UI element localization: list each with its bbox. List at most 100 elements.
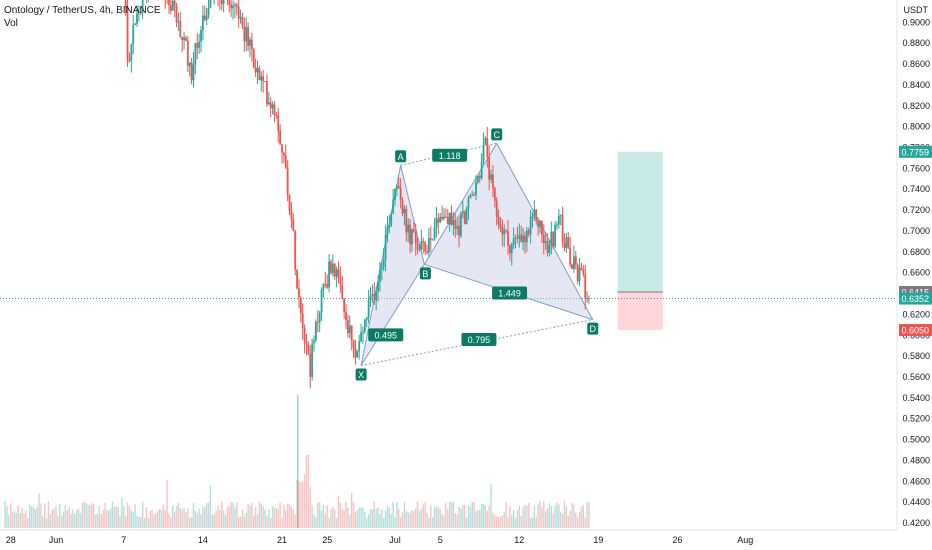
candle-body: [284, 155, 287, 168]
candle-body: [424, 242, 427, 252]
candle-body: [207, 7, 210, 16]
volume-bar: [179, 507, 181, 528]
volume-bar: [232, 502, 234, 528]
pattern-leg: [360, 165, 402, 366]
volume-bar: [518, 505, 520, 528]
candle-body: [525, 230, 528, 243]
pattern-leg: [423, 143, 498, 265]
volume-bar: [548, 503, 551, 528]
price-tick-label: 0.5400: [902, 393, 930, 403]
volume-bar: [237, 517, 240, 528]
candle-body: [390, 213, 393, 226]
volume-bar: [202, 507, 204, 528]
candle-body: [168, 0, 170, 5]
volume-bar: [318, 501, 321, 528]
time-tick-label: 28: [6, 535, 16, 545]
ratio-label-bg: [368, 328, 404, 342]
volume-bar: [394, 516, 396, 528]
candle-body: [363, 319, 366, 332]
volume-bar: [469, 507, 472, 528]
volume-bar: [230, 501, 232, 528]
candle-body: [495, 200, 498, 217]
volume-bar: [443, 515, 445, 528]
price-tick-label: 0.7000: [902, 226, 930, 236]
volume-bar: [285, 510, 287, 528]
volume-bar: [91, 502, 93, 528]
volume-bar: [25, 510, 27, 528]
candle-body: [331, 263, 334, 274]
candle-body: [552, 231, 555, 247]
candle-body: [235, 4, 238, 7]
volume-bar: [239, 516, 242, 528]
volume-bar: [228, 506, 230, 528]
pattern-point-label-text: X: [358, 370, 364, 380]
volume-bar: [580, 506, 583, 528]
volume-bar: [356, 510, 359, 528]
ratio-label: 1.449: [492, 286, 528, 300]
volume-bar: [66, 510, 68, 528]
candle-body: [580, 267, 583, 270]
volume-bar: [462, 504, 464, 528]
price-tick-label: 0.8400: [902, 80, 930, 90]
volume-bar: [34, 509, 36, 528]
volume-bar: [479, 509, 481, 528]
price-axis: 0.90000.88000.86000.84000.82000.80000.78…: [896, 0, 932, 550]
symbol-title: Ontology / TetherUS, 4h, BINANCE: [4, 5, 161, 16]
volume-bar: [362, 507, 364, 528]
candle-body: [316, 321, 319, 323]
volume-bar: [243, 516, 246, 528]
volume-label: Vol: [4, 18, 18, 29]
volume-bar: [158, 508, 161, 528]
price-tick-label: 0.8800: [902, 38, 930, 48]
candle-body: [269, 102, 272, 109]
volume-bar: [586, 502, 588, 528]
volume-bar: [347, 507, 349, 528]
candle-body: [382, 259, 385, 268]
candle-body: [309, 353, 312, 377]
candle-body: [305, 341, 308, 345]
volume-bar: [522, 506, 524, 528]
price-tag-bg: [899, 145, 932, 158]
pattern-point-label: A: [395, 150, 407, 163]
volume-bar: [558, 504, 560, 528]
candle-body: [371, 293, 374, 296]
candle-body: [171, 0, 174, 11]
pattern-point-label-text: B: [422, 269, 428, 279]
volume-bar: [531, 517, 534, 528]
price-tick-label: 0.4400: [902, 497, 930, 507]
volume-bar: [511, 515, 513, 528]
candle-body: [518, 234, 521, 239]
volume-bar: [535, 516, 537, 528]
volume-bar: [384, 510, 387, 528]
candle-body: [426, 251, 428, 253]
candle-body: [198, 41, 201, 48]
price-scale-unit: USDT: [904, 5, 929, 15]
price-tick-label: 0.4600: [902, 476, 930, 486]
candle-body: [264, 81, 266, 83]
candle-body: [335, 269, 338, 277]
candle-body: [503, 230, 506, 235]
candle-body: [324, 283, 327, 285]
volume-bar: [326, 505, 328, 528]
pattern-point-label-bg: [491, 128, 503, 141]
volume-bar: [486, 510, 488, 528]
pattern-dotted-leg: [361, 319, 593, 366]
volume-bar: [305, 454, 308, 528]
volume-bar: [407, 512, 409, 528]
volume-bar: [283, 504, 285, 528]
candle-body: [175, 5, 178, 23]
volume-bar: [369, 509, 372, 528]
volume-bar: [87, 504, 89, 528]
price-tag-bg: [899, 292, 932, 305]
candle-body: [516, 237, 519, 239]
candle-body: [232, 5, 234, 9]
price-tick-label: 0.5000: [902, 435, 930, 445]
candle-body: [196, 43, 199, 48]
candle-body: [330, 261, 332, 274]
volume-bar: [565, 506, 568, 528]
volume-bar: [435, 507, 438, 528]
candle-body: [559, 214, 562, 216]
volume-bar: [44, 503, 46, 528]
